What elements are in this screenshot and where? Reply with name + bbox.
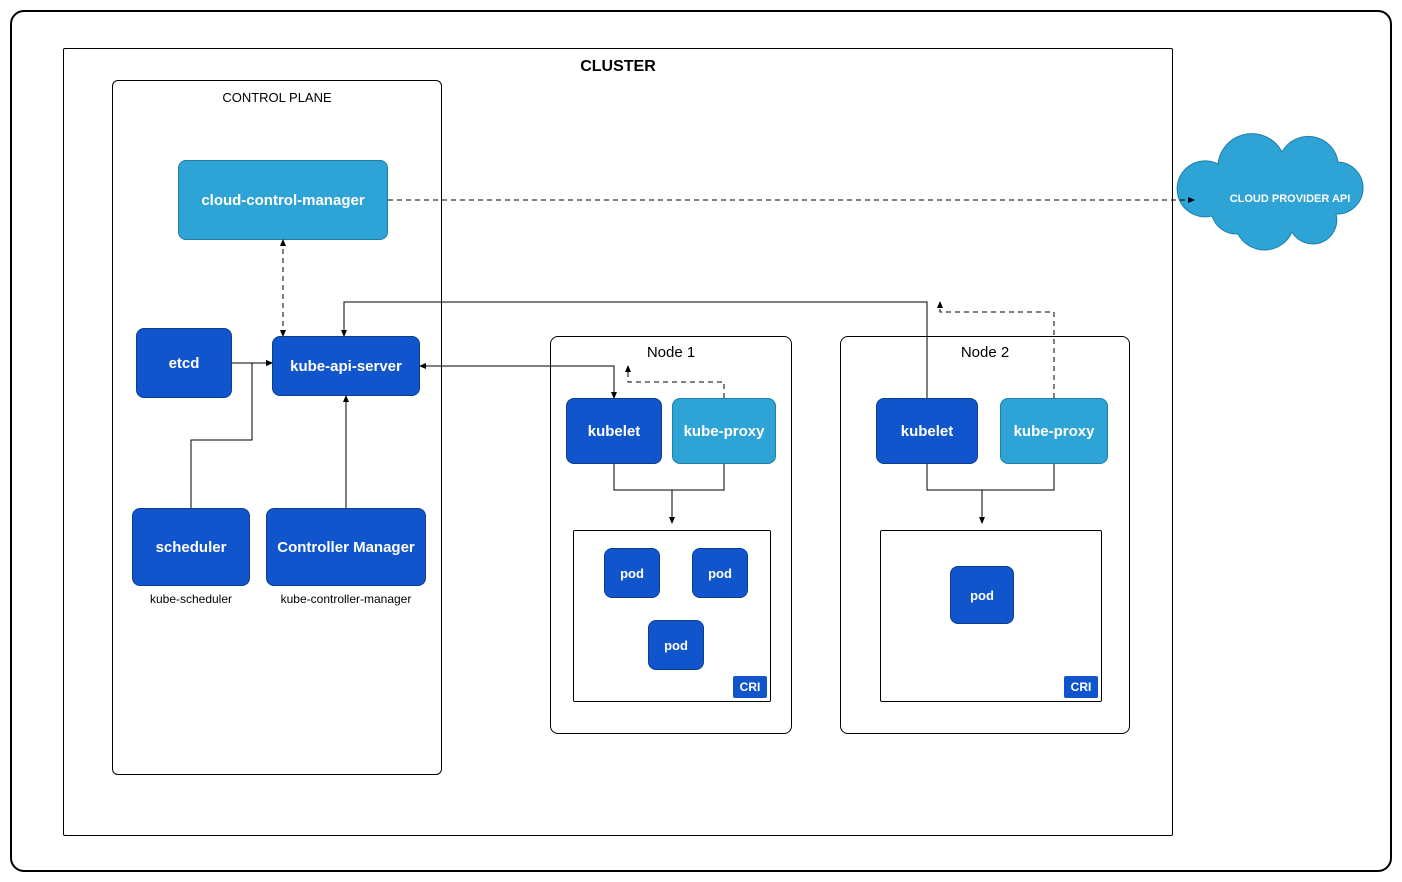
pod2a-box: pod	[950, 566, 1014, 624]
controller-box: Controller Manager	[266, 508, 426, 586]
node1-title: Node 1	[550, 344, 792, 361]
kubeproxy1-box: kube-proxy	[672, 398, 776, 464]
apiserver-box: kube-api-server	[272, 336, 420, 396]
kubeproxy2-box: kube-proxy	[1000, 398, 1108, 464]
kubelet1-box: kubelet	[566, 398, 662, 464]
cri2-badge: CRI	[1064, 676, 1098, 698]
cri1-badge: CRI	[733, 676, 767, 698]
ccm-box: cloud-control-manager	[178, 160, 388, 240]
kubelet2-box: kubelet	[876, 398, 978, 464]
diagram-canvas: CLUSTER CONTROL PLANE Node 1 Node 2 CRI CRI cl…	[0, 0, 1402, 882]
etcd-box: etcd	[136, 328, 232, 398]
pod1b-box: pod	[692, 548, 748, 598]
scheduler-box: scheduler	[132, 508, 250, 586]
control-plane-title: CONTROL PLANE	[112, 90, 442, 105]
node2-title: Node 2	[840, 344, 1130, 361]
cluster-title: CLUSTER	[63, 58, 1173, 76]
pod1c-box: pod	[648, 620, 704, 670]
controller-caption: kube-controller-manager	[256, 592, 436, 606]
scheduler-caption: kube-scheduler	[122, 592, 260, 606]
pod1a-box: pod	[604, 548, 660, 598]
